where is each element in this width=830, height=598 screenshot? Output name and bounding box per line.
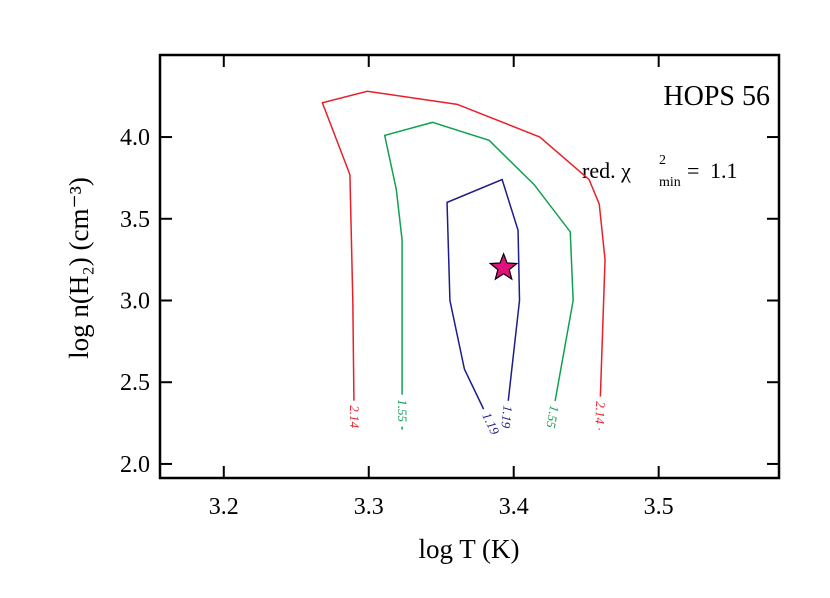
contour-line <box>321 90 606 430</box>
contour-label-bg <box>478 405 505 441</box>
plot-frame <box>158 53 781 480</box>
contour-label-bg <box>347 400 363 433</box>
contour-label: 1.55 <box>395 399 410 422</box>
annotation-title: HOPS 56 <box>663 81 770 112</box>
y-tick-label: 3.0 <box>120 288 150 314</box>
contour-label: 2.14 <box>592 401 608 425</box>
chi-eq: = <box>687 158 699 183</box>
chi-label: red. χ <box>582 158 631 183</box>
contour-label-bg <box>396 394 411 427</box>
contour-label: 1.19 <box>498 405 516 430</box>
x-axis-label: log T (K) <box>419 534 520 564</box>
contour-line <box>446 178 521 430</box>
contour-label: 1.55 <box>543 404 562 430</box>
contour-label-group: 2.14 <box>347 400 363 433</box>
contour-label: 2.14 <box>347 405 362 428</box>
x-tick-label: 3.5 <box>644 494 674 520</box>
contour-label-bg <box>498 400 517 434</box>
x-tick-label: 3.4 <box>499 494 529 520</box>
contour-label-group: 1.55 <box>395 394 411 427</box>
contour-label-bg <box>543 399 563 434</box>
x-tick-label: 3.2 <box>209 494 239 520</box>
best-fit-star <box>488 252 519 281</box>
chi-annotation: red. χ 2 min = 1.1 <box>582 153 738 190</box>
y-tick-label: 2.5 <box>120 370 150 396</box>
y-tick-label: 3.5 <box>120 207 150 233</box>
contour-line <box>383 121 574 430</box>
contour-label-group: 1.55 <box>543 399 563 434</box>
y-tick-label: 4.0 <box>120 125 150 151</box>
x-tick-label: 3.3 <box>354 494 384 520</box>
contour-label-bg <box>593 396 609 429</box>
y-tick-label: 2.0 <box>120 452 150 478</box>
contour-label-group: 2.14 <box>592 396 609 429</box>
contour-label-group: 1.19 <box>498 400 517 434</box>
y-axis-label: log n(H₂) (cm⁻³) <box>64 177 94 359</box>
chi-sup: 2 <box>659 153 666 168</box>
chi-value: 1.1 <box>710 158 738 183</box>
chi-sub: min <box>659 175 681 190</box>
